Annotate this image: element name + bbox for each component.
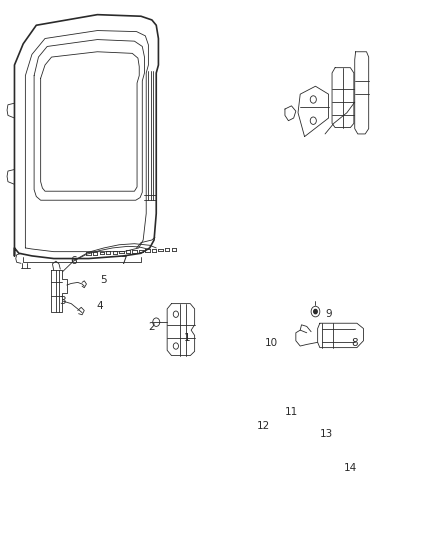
Text: 13: 13	[319, 429, 332, 439]
Text: 1: 1	[183, 333, 190, 343]
Text: 2: 2	[148, 322, 155, 333]
Text: 8: 8	[350, 338, 357, 349]
Text: 6: 6	[70, 256, 77, 266]
Text: 10: 10	[265, 338, 278, 349]
Circle shape	[313, 310, 317, 314]
Text: 9: 9	[325, 309, 331, 319]
Text: 5: 5	[100, 274, 107, 285]
Text: 14: 14	[343, 463, 356, 473]
Text: 12: 12	[256, 421, 269, 431]
Text: 3: 3	[59, 296, 66, 306]
Text: 7: 7	[120, 256, 127, 266]
Text: 4: 4	[96, 301, 102, 311]
Text: 11: 11	[284, 407, 297, 417]
